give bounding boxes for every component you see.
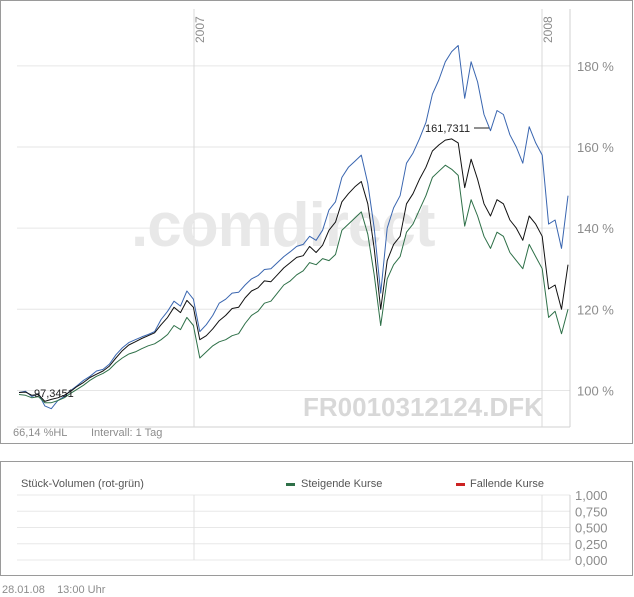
low-annotation: 97,3451 [34,388,74,400]
volume-tick-label: 0,750 [575,504,608,519]
footer-time: 13:00 Uhr [57,584,106,596]
legend-falling-label: Fallende Kurse [470,478,544,490]
interval-info: Intervall: 1 Tag [91,427,162,439]
high-annotation: 161,7311 [425,123,470,135]
volume-tick-label: 0,250 [575,537,608,552]
hl-info: 66,14 %HL [13,427,67,439]
price-y-ticks: 180 % 160 % 140 % 120 % 100 % [577,59,614,399]
y-tick-label: 180 % [577,59,614,74]
series-line-2 [18,164,569,404]
footer-date: 28.01.08 [2,584,45,596]
x-tick-label: 2007 [193,16,207,43]
volume-panel: Stück-Volumen (rot-grün) Steigende Kurse… [0,461,633,576]
price-chart: .comdirect 180 % 160 % 140 % 120 % 100 % 200… [13,9,614,439]
watermark: .comdirect [131,191,435,260]
volume-tick-label: 1,000 [575,488,608,503]
volume-title: Stück-Volumen (rot-grün) [21,478,144,490]
series-line-1 [18,138,569,402]
legend-rising-label: Steigende Kurse [301,478,382,490]
series-line-0 [18,45,569,410]
legend-rising-swatch [286,483,295,486]
price-chart-panel: .comdirect 180 % 160 % 140 % 120 % 100 % 200… [0,0,633,444]
series-lines [18,45,569,410]
volume-grid [17,494,571,561]
volume-tick-label: 0,500 [575,521,608,536]
legend-falling-swatch [456,483,465,486]
y-tick-label: 160 % [577,140,614,155]
y-tick-label: 140 % [577,221,614,236]
x-tick-label: 2008 [541,16,555,43]
volume-tick-label: 0,000 [575,553,608,568]
symbol-label: FR0010312124.DFK [303,392,543,422]
price-x-ticks: 2007 2008 [193,16,555,43]
volume-chart: Stück-Volumen (rot-grün) Steigende Kurse… [17,478,608,568]
timestamp-footer: 28.01.08 13:00 Uhr [2,584,105,596]
price-grid [17,9,571,428]
y-tick-label: 100 % [577,383,614,398]
y-tick-label: 120 % [577,302,614,317]
